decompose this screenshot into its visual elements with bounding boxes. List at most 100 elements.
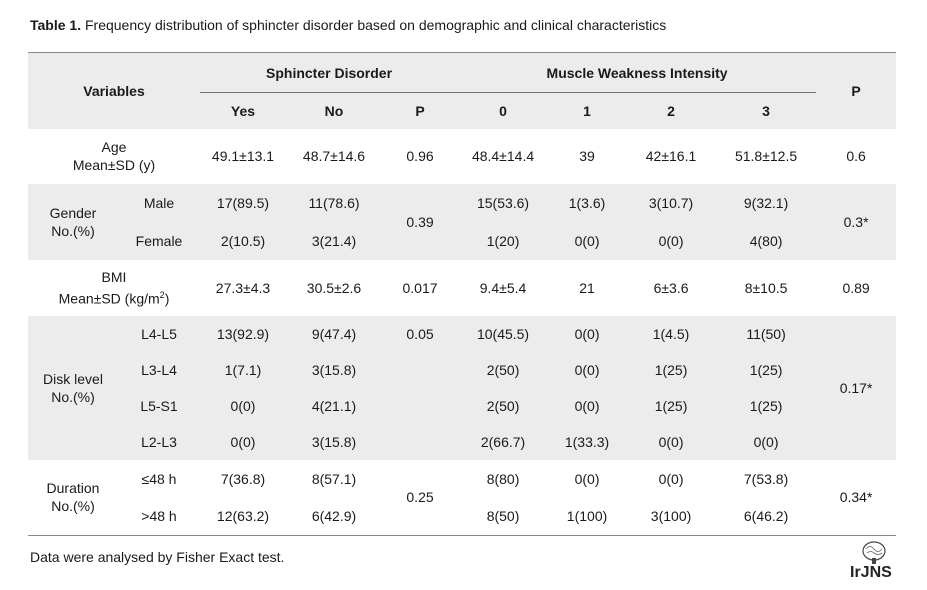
row-label-age-title: Age	[101, 139, 127, 155]
table-cell: 6(46.2)	[743, 508, 789, 525]
header-muscle-weakness: Muscle Weakness Intensity	[546, 64, 728, 81]
table-cell: 1(33.3)	[564, 433, 610, 450]
table-cell: 13(92.9)	[216, 325, 270, 342]
table-cell: 3(15.8)	[311, 361, 357, 378]
subheader-p: P	[382, 92, 459, 129]
table-cell: 0.34*	[839, 489, 873, 506]
table-cell: 0.05	[406, 325, 434, 342]
sub-label-duration: >48 h	[141, 508, 177, 525]
row-label-gender-title: Gender	[49, 204, 97, 221]
sub-label-disk: L3-L4	[141, 361, 177, 378]
table-cell	[382, 352, 458, 388]
header-sphincter-disorder: Sphincter Disorder	[266, 64, 393, 81]
table-cell: 1(25)	[654, 397, 688, 414]
row-label-duration: Duration No.(%)	[28, 460, 118, 536]
row-label-disk: Disk level No.(%)	[28, 316, 118, 460]
table-cell: 0(0)	[658, 470, 684, 487]
table-row: L2-L3 0(0) 3(15.8) 2(66.7) 1(33.3) 0(0) …	[28, 423, 897, 460]
table-cell: 0.25	[406, 489, 434, 506]
table-cell: 21	[579, 279, 595, 296]
subheader-no: No	[286, 92, 382, 129]
frequency-table: Variables Sphincter Disorder Muscle Weak…	[28, 52, 897, 536]
table-cell: 8(80)	[486, 470, 520, 487]
table-caption: Table 1. Frequency distribution of sphin…	[30, 17, 666, 33]
table-cell: 8(57.1)	[311, 470, 357, 487]
sub-label-male: Male	[143, 194, 175, 211]
journal-logo: IrJNS	[850, 541, 892, 580]
footnote: Data were analysed by Fisher Exact test.	[30, 549, 285, 565]
table-cell: 9(47.4)	[311, 325, 357, 342]
table-cell: 0(0)	[658, 232, 684, 249]
table-cell: 7(36.8)	[220, 470, 266, 487]
table-cell: 4(21.1)	[311, 397, 357, 414]
table-cell: 51.8±12.5	[734, 148, 798, 164]
subheader-3: 3	[716, 92, 817, 129]
table-row: BMI Mean±SD (kg/m2) 27.3±4.3 30.5±2.6 0.…	[28, 266, 896, 310]
subheader-0: 0	[458, 92, 549, 129]
table-cell: 2(66.7)	[480, 433, 526, 450]
subheader-2: 2	[626, 92, 717, 129]
row-label-bmi-unit: Mean±SD (kg/m2)	[58, 289, 170, 307]
table-cell: 2(50)	[486, 397, 520, 414]
table-cell: 12(63.2)	[216, 508, 270, 525]
table-cell: 6±3.6	[653, 279, 689, 296]
table-cell: 1(25)	[749, 397, 783, 414]
table-cell: 3(15.8)	[311, 433, 357, 450]
row-label-disk-title: Disk level	[43, 370, 103, 387]
table-cell: 8±10.5	[744, 279, 788, 296]
table-cell: 1(7.1)	[224, 361, 262, 378]
table-cell: 39	[579, 148, 595, 164]
table-cell: 1(4.5)	[652, 325, 690, 342]
table-cell: 0(0)	[574, 232, 600, 249]
table-cell: 0(0)	[574, 361, 600, 378]
row-label-duration-title: Duration	[46, 480, 100, 497]
table-cell: 27.3±4.3	[215, 279, 271, 296]
table-cell: 1(25)	[749, 361, 783, 378]
row-label-age: Age Mean±SD (y)	[28, 129, 200, 184]
svg-text:IrJNS: IrJNS	[850, 564, 892, 580]
table-cell: 0.6	[846, 148, 866, 164]
table-cell: 3(100)	[650, 508, 692, 525]
row-label-duration-unit: No.(%)	[51, 498, 95, 515]
table-row: >48 h 12(63.2) 6(42.9) 8(50) 1(100) 3(10…	[28, 498, 897, 536]
table-row: Gender No.(%) Male 17(89.5) 11(78.6) 0.3…	[28, 183, 897, 239]
table-cell: 0.89	[842, 279, 870, 296]
table-cell: 4(80)	[749, 232, 783, 249]
table-row: Female 2(10.5) 3(21.4) 1(20) 0(0) 0(0) 4…	[28, 221, 897, 260]
table-cell: 48.4±14.4	[471, 148, 535, 164]
table-row: Age Mean±SD (y) 49.1±13.1 48.7±14.6 0.96…	[28, 129, 896, 184]
table-cell: 30.5±2.6	[306, 279, 362, 296]
table-cell: 2(10.5)	[220, 232, 266, 249]
sub-label-disk: L5-S1	[140, 397, 178, 414]
table-cell: 8(50)	[486, 508, 520, 525]
header-p: P	[851, 82, 861, 99]
table-cell: 0(0)	[574, 397, 600, 414]
row-label-disk-unit: No.(%)	[51, 388, 95, 405]
table-cell: 9(32.1)	[743, 194, 789, 211]
row-label-bmi: BMI Mean±SD (kg/m2)	[28, 266, 200, 310]
caption-text: Frequency distribution of sphincter diso…	[81, 17, 667, 33]
table-cell: 1(25)	[654, 361, 688, 378]
table-cell	[382, 388, 458, 424]
table-cell: 0.17*	[839, 379, 873, 396]
table-row: L5-S1 0(0) 4(21.1) 2(50) 0(0) 1(25) 1(25…	[28, 387, 897, 424]
table-row: L3-L4 1(7.1) 3(15.8) 2(50) 0(0) 1(25) 1(…	[28, 351, 897, 388]
table-cell: 1(100)	[566, 508, 608, 525]
table-cell: 0(0)	[574, 325, 600, 342]
table-cell: 0.39	[406, 213, 434, 230]
table-cell: 49.1±13.1	[211, 148, 275, 164]
table-cell: 0.017	[402, 279, 438, 296]
subheader-1: 1	[548, 92, 627, 129]
sub-label-disk: L4-L5	[141, 325, 177, 342]
sub-label-female: Female	[135, 232, 183, 249]
table-cell: 3(21.4)	[311, 232, 357, 249]
table-row: Duration No.(%) ≤48 h 7(36.8) 8(57.1) 0.…	[28, 460, 896, 515]
table-cell: 1(3.6)	[568, 194, 606, 211]
table-cell: 2(50)	[486, 361, 520, 378]
row-label-bmi-title: BMI	[101, 268, 127, 285]
caption-label: Table 1.	[30, 17, 82, 33]
table-cell: 0(0)	[658, 433, 684, 450]
table-cell: 0.96	[406, 148, 434, 164]
row-label-age-unit: Mean±SD (y)	[72, 157, 156, 173]
table-cell: 9.4±5.4	[479, 279, 527, 296]
